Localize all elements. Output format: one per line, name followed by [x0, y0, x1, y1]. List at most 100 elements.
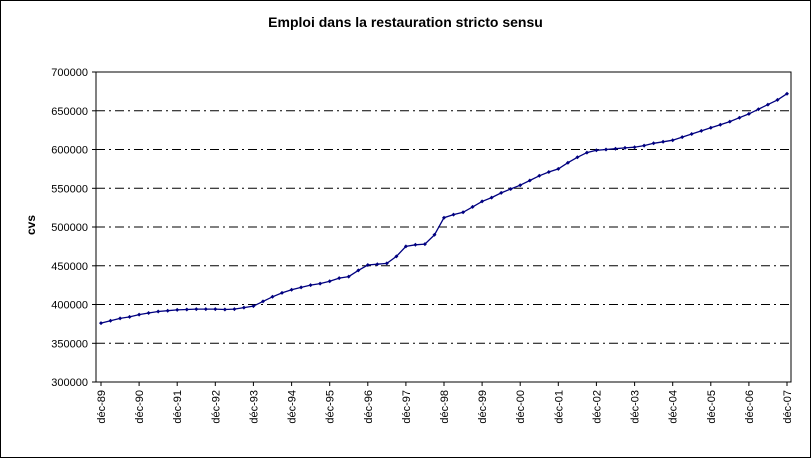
data-point-marker [680, 135, 685, 140]
chart-title: Emploi dans la restauration stricto sens… [268, 14, 543, 30]
data-point-marker [651, 141, 656, 146]
data-point-marker [556, 166, 561, 171]
data-point-marker [718, 122, 723, 127]
data-point-marker [737, 115, 742, 120]
data-point-marker [765, 102, 770, 107]
data-point-marker [422, 242, 427, 247]
data-point-marker [699, 128, 704, 133]
data-point-marker [384, 261, 389, 266]
data-point-marker [708, 125, 713, 130]
data-point-marker [756, 107, 761, 112]
data-point-marker [99, 321, 103, 326]
data-point-marker [661, 139, 666, 144]
y-tick-label: 450000 [51, 261, 88, 273]
x-tick-label: déc-02 [591, 390, 603, 424]
data-point-marker [280, 290, 284, 295]
data-point-marker [604, 147, 608, 152]
data-point-marker [527, 178, 532, 183]
x-tick-label: déc-99 [477, 390, 489, 424]
y-tick-label: 500000 [51, 222, 88, 234]
data-point-marker [327, 279, 332, 284]
data-point-marker [785, 91, 789, 96]
data-point-marker [727, 119, 732, 124]
data-point-marker [213, 307, 218, 312]
data-point-marker [356, 268, 361, 273]
data-point-marker [413, 242, 418, 247]
x-tick-label: déc-89 [96, 390, 108, 424]
data-point-marker [480, 199, 485, 204]
data-point-marker [194, 307, 199, 312]
data-point-marker [165, 308, 170, 313]
data-point-marker [241, 305, 246, 310]
x-tick-label: déc-91 [172, 390, 184, 424]
x-tick-label: déc-03 [630, 390, 642, 424]
data-point-marker [365, 263, 370, 267]
x-tick-label: déc-05 [706, 390, 718, 424]
data-point-marker [394, 254, 399, 259]
data-point-marker [489, 195, 494, 200]
data-point-marker [318, 281, 323, 286]
data-point-marker [689, 132, 694, 136]
x-tick-label: déc-97 [401, 390, 413, 424]
data-point-marker [337, 276, 342, 281]
data-point-marker [461, 210, 466, 215]
data-series-line [100, 93, 788, 324]
data-point-marker [127, 314, 132, 319]
data-point-marker [232, 307, 237, 312]
data-point-marker [289, 287, 294, 292]
x-tick-label: déc-96 [363, 390, 375, 424]
data-point-marker [518, 183, 523, 188]
data-point-marker [451, 212, 456, 217]
data-point-marker [270, 294, 275, 299]
x-tick-label: déc-94 [287, 390, 299, 424]
data-point-marker [642, 143, 647, 148]
data-point-marker [746, 111, 751, 116]
data-point-marker [375, 262, 380, 267]
x-tick-label: déc-95 [325, 390, 337, 424]
data-point-marker [584, 150, 589, 155]
x-tick-label: déc-98 [439, 390, 451, 424]
data-point-marker [222, 307, 227, 312]
data-point-marker [499, 190, 504, 195]
data-point-marker [508, 187, 513, 191]
x-tick-label: déc-90 [134, 390, 146, 424]
y-tick-label: 650000 [51, 106, 88, 118]
x-tick-label: déc-06 [744, 390, 756, 424]
data-point-marker [156, 309, 161, 314]
data-point-marker [175, 307, 180, 312]
x-tick-label: déc-04 [668, 390, 680, 424]
data-point-marker [594, 148, 599, 153]
data-point-marker [146, 311, 151, 315]
data-point-marker [632, 145, 637, 150]
data-point-marker [261, 299, 265, 304]
y-tick-label: 700000 [51, 67, 88, 79]
data-point-marker [442, 215, 446, 220]
data-point-marker [575, 155, 580, 160]
x-tick-label: déc-92 [210, 390, 222, 424]
data-point-marker [118, 316, 123, 321]
data-point-marker [613, 146, 618, 151]
y-tick-label: 350000 [51, 338, 88, 350]
data-point-marker [670, 138, 675, 143]
data-point-marker [546, 170, 551, 174]
y-tick-label: 300000 [51, 377, 88, 389]
data-point-marker [108, 318, 113, 323]
x-tick-label: déc-93 [248, 390, 260, 424]
data-point-marker [470, 204, 475, 209]
y-tick-label: 550000 [51, 183, 88, 195]
data-point-marker [432, 232, 437, 237]
data-point-marker [203, 307, 208, 312]
data-point-marker [623, 145, 627, 150]
data-point-marker [537, 173, 542, 178]
data-point-marker [403, 244, 408, 249]
data-point-marker [184, 307, 189, 312]
data-point-marker [565, 160, 570, 165]
x-tick-label: déc-00 [515, 390, 527, 424]
data-point-marker [308, 283, 313, 288]
data-point-marker [346, 274, 351, 279]
x-tick-label: déc-01 [553, 390, 565, 424]
x-tick-label: déc-07 [782, 390, 794, 424]
y-tick-label: 400000 [51, 300, 88, 312]
